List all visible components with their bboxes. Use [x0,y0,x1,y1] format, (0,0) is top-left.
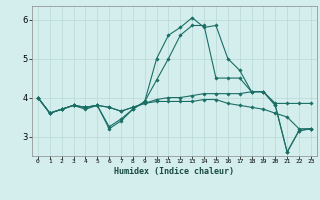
X-axis label: Humidex (Indice chaleur): Humidex (Indice chaleur) [115,167,234,176]
